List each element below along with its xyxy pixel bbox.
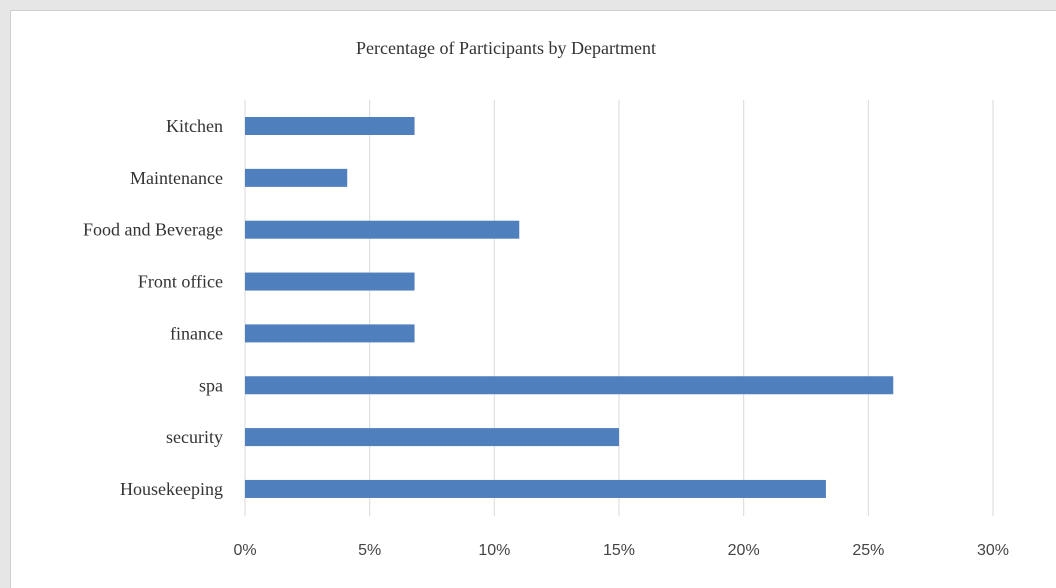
bar bbox=[245, 479, 826, 498]
x-tick-label: 10% bbox=[478, 542, 510, 559]
x-tick-label: 5% bbox=[358, 542, 381, 559]
gridlines bbox=[244, 100, 994, 516]
x-tick-label: 15% bbox=[603, 542, 635, 559]
category-label: Front office bbox=[138, 272, 223, 292]
chart-title: Percentage of Participants by Department bbox=[356, 38, 656, 58]
x-tick-label: 25% bbox=[852, 542, 884, 559]
category-label: spa bbox=[199, 375, 223, 395]
bars bbox=[245, 117, 894, 498]
category-label: Housekeeping bbox=[120, 479, 223, 499]
category-label: finance bbox=[170, 323, 223, 343]
category-label: security bbox=[166, 427, 223, 447]
bar bbox=[245, 272, 415, 291]
x-tick-label: 30% bbox=[977, 542, 1009, 559]
category-label: Kitchen bbox=[166, 116, 223, 136]
x-tick-label: 0% bbox=[233, 542, 256, 559]
bar bbox=[245, 220, 520, 239]
x-tick-labels: 0% 5% 10% 15% 20% 25% 30% bbox=[233, 542, 1009, 559]
category-label: Food and Beverage bbox=[83, 220, 223, 240]
bar bbox=[245, 168, 348, 187]
x-tick-label: 20% bbox=[728, 542, 760, 559]
bar bbox=[245, 428, 619, 447]
category-labels: Kitchen Maintenance Food and Beverage Front… bbox=[83, 116, 223, 499]
bar bbox=[245, 117, 415, 135]
bar bbox=[245, 324, 415, 343]
bar bbox=[245, 376, 894, 395]
category-label: Maintenance bbox=[130, 168, 223, 188]
